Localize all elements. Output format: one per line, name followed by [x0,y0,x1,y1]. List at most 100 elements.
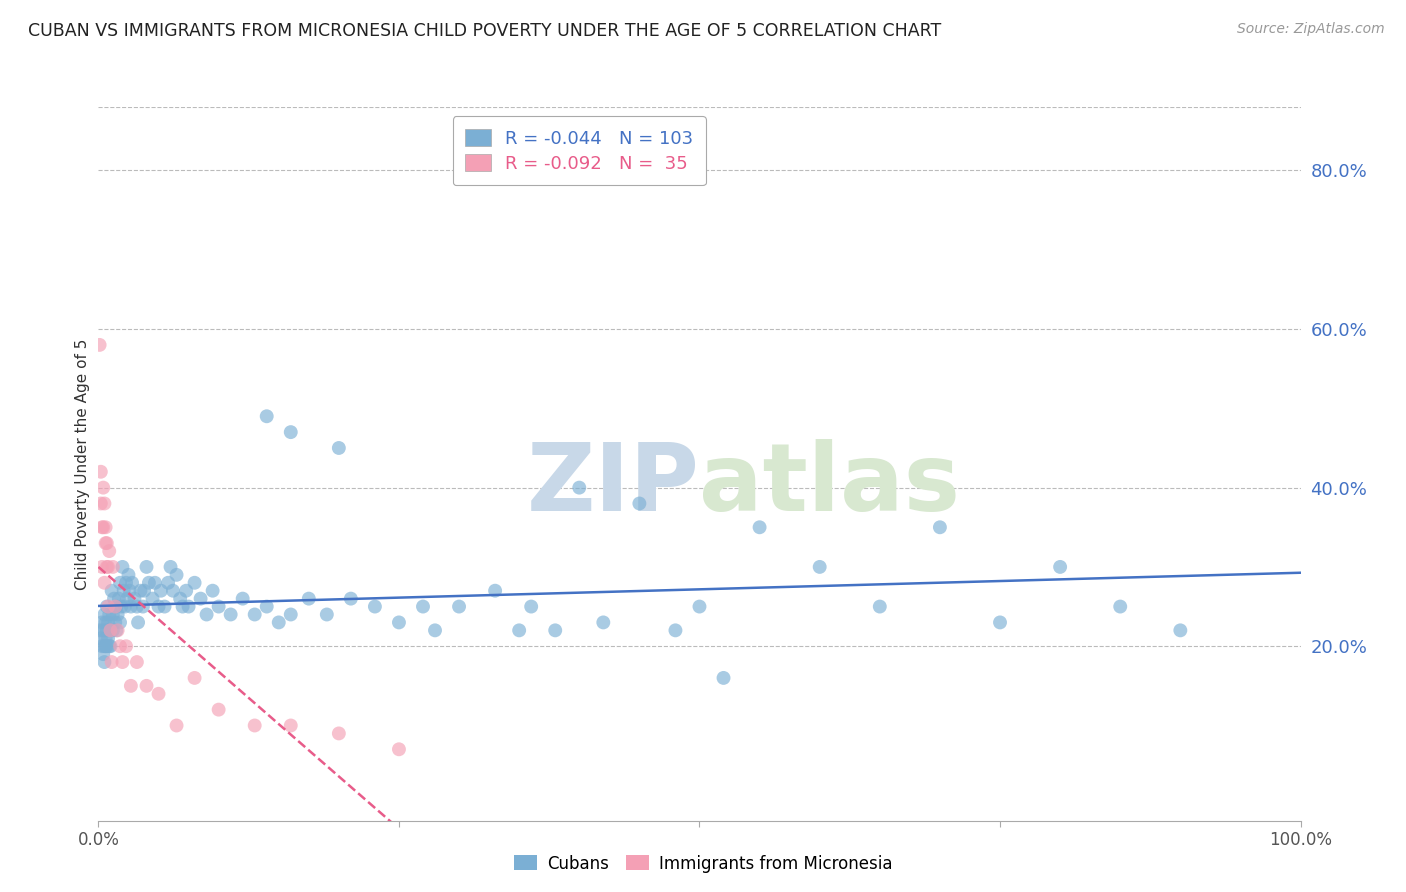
Point [91,520,114,534]
Point [748,520,770,534]
Point [135,679,157,693]
Point [190,591,212,606]
Point [103,591,125,606]
Point [183,575,205,590]
Point [172,599,194,614]
Point [689,599,711,614]
Point [108,615,131,630]
Point [98,639,121,653]
Point [664,624,686,638]
Point [115,575,138,590]
Point [280,425,302,439]
Point [108,575,131,590]
Point [101,624,124,638]
Point [143,575,166,590]
Point [129,583,152,598]
Point [157,575,180,590]
Point [125,599,148,614]
Point [149,583,172,598]
Point [91,624,114,638]
Point [93,607,115,622]
Point [96,639,118,653]
Point [93,639,115,653]
Point [298,591,321,606]
Point [97,615,120,630]
Point [508,624,530,638]
Point [280,718,302,732]
Point [100,583,122,598]
Point [91,560,114,574]
Point [97,560,120,574]
Point [243,607,266,622]
Point [111,560,134,574]
Point [115,639,138,653]
Point [108,591,131,606]
Point [104,615,127,630]
Point [93,575,115,590]
Point [1170,624,1192,638]
Point [117,567,139,582]
Point [1109,599,1132,614]
Point [96,560,118,574]
Point [118,583,141,598]
Point [114,599,136,614]
Point [101,607,124,622]
Point [120,679,142,693]
Legend: Cubans, Immigrants from Micronesia: Cubans, Immigrants from Micronesia [508,848,898,880]
Point [97,599,120,614]
Point [90,632,112,646]
Point [340,591,363,606]
Point [141,591,163,606]
Point [174,583,197,598]
Point [94,639,117,653]
Point [117,591,139,606]
Point [124,591,146,606]
Point [568,481,591,495]
Point [208,703,231,717]
Point [412,599,434,614]
Point [91,639,114,653]
Point [388,615,411,630]
Point [94,632,117,646]
Point [96,624,118,638]
Point [100,639,122,653]
Point [105,599,128,614]
Point [928,520,950,534]
Point [97,632,120,646]
Y-axis label: Child Poverty Under the Age of 5: Child Poverty Under the Age of 5 [75,338,90,590]
Point [267,615,290,630]
Point [107,607,129,622]
Point [166,567,188,582]
Point [105,624,128,638]
Point [280,607,302,622]
Point [94,615,117,630]
Point [107,624,129,638]
Point [93,655,115,669]
Point [869,599,891,614]
Point [544,624,567,638]
Point [104,599,127,614]
Point [484,583,506,598]
Point [135,560,157,574]
Point [108,639,131,653]
Point [91,615,114,630]
Point [177,599,200,614]
Point [132,599,155,614]
Point [148,687,170,701]
Point [90,465,112,479]
Point [96,536,118,550]
Point [208,599,231,614]
Point [713,671,735,685]
Point [138,575,160,590]
Point [169,591,191,606]
Point [110,599,132,614]
Text: Source: ZipAtlas.com: Source: ZipAtlas.com [1237,22,1385,37]
Point [112,583,135,598]
Text: CUBAN VS IMMIGRANTS FROM MICRONESIA CHILD POVERTY UNDER THE AGE OF 5 CORRELATION: CUBAN VS IMMIGRANTS FROM MICRONESIA CHIL… [28,22,942,40]
Point [256,599,278,614]
Text: ZIP: ZIP [527,439,700,532]
Point [162,583,184,598]
Legend: R = -0.044   N = 103, R = -0.092   N =  35: R = -0.044 N = 103, R = -0.092 N = 35 [453,116,706,186]
Point [423,624,446,638]
Point [328,726,350,740]
